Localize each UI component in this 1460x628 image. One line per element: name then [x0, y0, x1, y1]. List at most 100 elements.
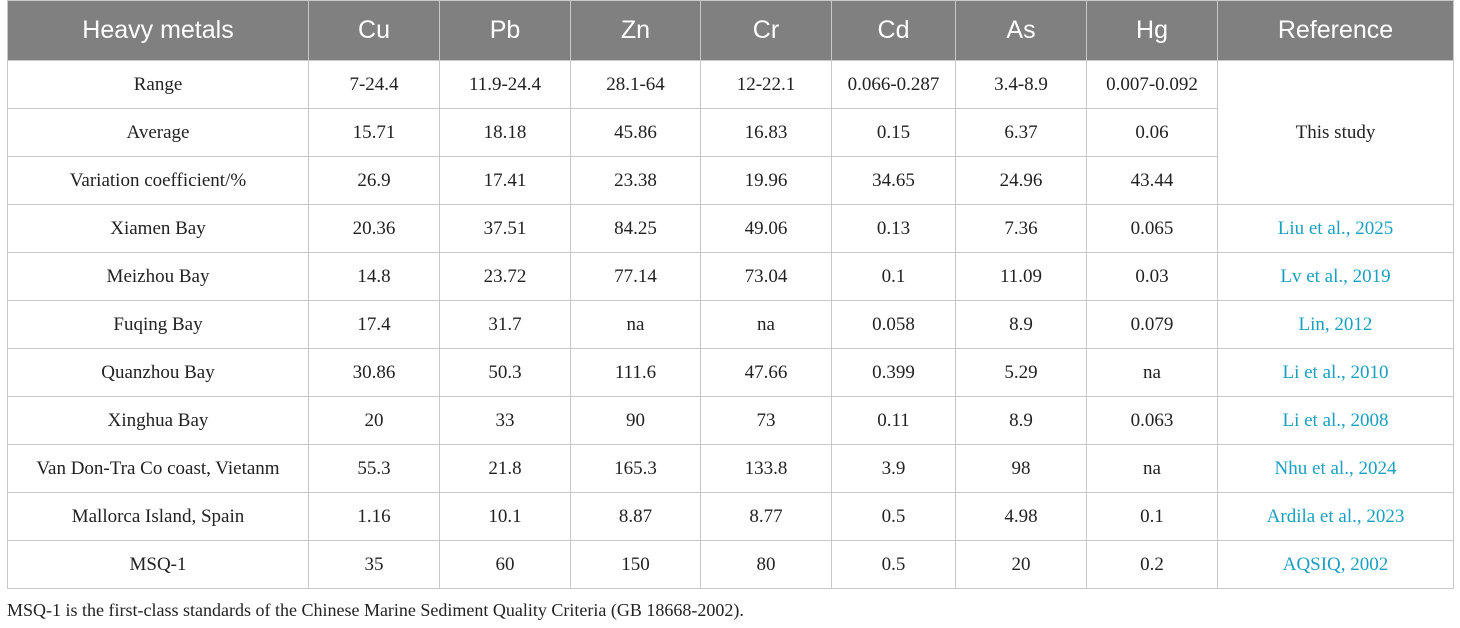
header-cell: Cd	[831, 0, 956, 61]
cell: 0.5	[831, 492, 956, 541]
cell: 11.9-24.4	[439, 60, 571, 109]
cell: 30.86	[308, 348, 440, 397]
cell: 0.13	[831, 204, 956, 253]
table-row: Van Don-Tra Co coast, Vietanm 55.3 21.8 165…	[7, 444, 1454, 493]
table-row: Meizhou Bay 14.8 23.72 77.14 73.04 0.1 11.09 0.…	[7, 252, 1454, 301]
cell: 16.83	[700, 108, 832, 157]
cell: 8.77	[700, 492, 832, 541]
cell: na	[700, 300, 832, 349]
cell: 21.8	[439, 444, 571, 493]
cell: 8.9	[955, 396, 1087, 445]
cell: 111.6	[570, 348, 701, 397]
footnote: MSQ-1 is the first-class standards of th…	[7, 600, 744, 620]
cell: 23.38	[570, 156, 701, 205]
table-row: Xinghua Bay 20 33 90 73 0.11 8.9 0.063 Li et al.…	[7, 396, 1454, 445]
cell: 17.41	[439, 156, 571, 205]
row-label: Variation coefficient/%	[7, 156, 309, 205]
cell: 26.9	[308, 156, 440, 205]
cell: 10.1	[439, 492, 571, 541]
cell: 11.09	[955, 252, 1087, 301]
reference-link[interactable]: Li et al., 2008	[1217, 396, 1454, 445]
table-row: MSQ-1 35 60 150 80 0.5 20 0.2 AQSIQ, 2002	[7, 540, 1454, 589]
row-label: Fuqing Bay	[7, 300, 309, 349]
cell: 17.4	[308, 300, 440, 349]
cell: 0.03	[1086, 252, 1218, 301]
cell: na	[570, 300, 701, 349]
cell: 0.1	[1086, 492, 1218, 541]
reference-link[interactable]: Lv et al., 2019	[1217, 252, 1454, 301]
cell: 34.65	[831, 156, 956, 205]
cell: 0.079	[1086, 300, 1218, 349]
cell: 0.5	[831, 540, 956, 589]
cell: 0.2	[1086, 540, 1218, 589]
cell: 60	[439, 540, 571, 589]
cell: na	[1086, 348, 1218, 397]
row-label: Van Don-Tra Co coast, Vietanm	[7, 444, 309, 493]
data-table: Heavy metals Cu Pb Zn Cr Cd As Hg Reference Rang…	[7, 0, 1454, 589]
cell: 31.7	[439, 300, 571, 349]
table-row: Mallorca Island, Spain 1.16 10.1 8.87 8.77 0.…	[7, 492, 1454, 541]
cell: 73.04	[700, 252, 832, 301]
row-label: Meizhou Bay	[7, 252, 309, 301]
cell: 8.87	[570, 492, 701, 541]
table-row: Xiamen Bay 20.36 37.51 84.25 49.06 0.13 7.36 0.…	[7, 204, 1454, 253]
cell: 165.3	[570, 444, 701, 493]
table-row: Average 15.71 18.18 45.86 16.83 0.15 6.37 0.06	[7, 108, 1454, 157]
reference-link[interactable]: Ardila et al., 2023	[1217, 492, 1454, 541]
cell: 1.16	[308, 492, 440, 541]
cell: 0.15	[831, 108, 956, 157]
header-row: Heavy metals Cu Pb Zn Cr Cd As Hg Reference	[7, 0, 1454, 61]
reference-link[interactable]: AQSIQ, 2002	[1217, 540, 1454, 589]
header-cell: As	[955, 0, 1087, 61]
cell: 80	[700, 540, 832, 589]
cell: 133.8	[700, 444, 832, 493]
cell: 55.3	[308, 444, 440, 493]
table-body: Range 7-24.4 11.9-24.4 28.1-64 12-22.1 0.066-…	[7, 60, 1454, 589]
cell: 0.065	[1086, 204, 1218, 253]
cell: 37.51	[439, 204, 571, 253]
cell: 73	[700, 396, 832, 445]
cell: 0.11	[831, 396, 956, 445]
row-label: Quanzhou Bay	[7, 348, 309, 397]
row-label: MSQ-1	[7, 540, 309, 589]
cell: 3.4-8.9	[955, 60, 1087, 109]
cell: 90	[570, 396, 701, 445]
cell: 49.06	[700, 204, 832, 253]
reference-link[interactable]: Nhu et al., 2024	[1217, 444, 1454, 493]
cell: 33	[439, 396, 571, 445]
cell: 0.399	[831, 348, 956, 397]
reference-link[interactable]: Li et al., 2010	[1217, 348, 1454, 397]
cell: 0.1	[831, 252, 956, 301]
reference-link[interactable]: Liu et al., 2025	[1217, 204, 1454, 253]
cell: 47.66	[700, 348, 832, 397]
cell: 43.44	[1086, 156, 1218, 205]
table-row: Variation coefficient/% 26.9 17.41 23.38 19.…	[7, 156, 1454, 205]
cell: 45.86	[570, 108, 701, 157]
cell: 18.18	[439, 108, 571, 157]
cell: 0.058	[831, 300, 956, 349]
cell: 4.98	[955, 492, 1087, 541]
cell: 98	[955, 444, 1087, 493]
table-row: Fuqing Bay 17.4 31.7 na na 0.058 8.9 0.079 Lin, …	[7, 300, 1454, 349]
cell: 14.8	[308, 252, 440, 301]
header-cell: Cu	[308, 0, 440, 61]
table-row: Quanzhou Bay 30.86 50.3 111.6 47.66 0.399 5.29…	[7, 348, 1454, 397]
cell: na	[1086, 444, 1218, 493]
header-cell: Reference	[1217, 0, 1454, 61]
cell: 20	[308, 396, 440, 445]
cell: 15.71	[308, 108, 440, 157]
row-label: Xinghua Bay	[7, 396, 309, 445]
cell: 77.14	[570, 252, 701, 301]
header-cell: Heavy metals	[7, 0, 309, 61]
header-cell: Zn	[570, 0, 701, 61]
row-label: Average	[7, 108, 309, 157]
cell: 7-24.4	[308, 60, 440, 109]
cell: 19.96	[700, 156, 832, 205]
reference-link[interactable]: Lin, 2012	[1217, 300, 1454, 349]
row-label: Xiamen Bay	[7, 204, 309, 253]
cell: 6.37	[955, 108, 1087, 157]
cell: 20	[955, 540, 1087, 589]
row-label: Range	[7, 60, 309, 109]
cell: 12-22.1	[700, 60, 832, 109]
